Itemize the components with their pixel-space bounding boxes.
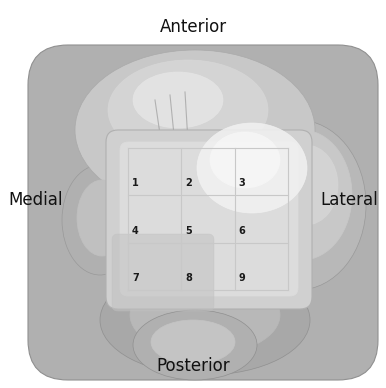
Ellipse shape [62,165,138,275]
Text: 9: 9 [239,273,245,283]
Ellipse shape [75,50,315,210]
FancyBboxPatch shape [106,130,312,309]
Ellipse shape [230,120,366,290]
Text: Lateral: Lateral [320,191,378,209]
Ellipse shape [86,104,130,136]
Text: 8: 8 [185,273,192,283]
Ellipse shape [197,123,307,213]
Text: 4: 4 [132,226,139,236]
Ellipse shape [94,315,130,341]
Ellipse shape [133,310,257,380]
Text: 5: 5 [185,226,192,236]
Ellipse shape [81,191,119,219]
Text: 6: 6 [239,226,245,236]
Ellipse shape [274,145,338,225]
Text: 7: 7 [132,273,139,283]
Ellipse shape [60,72,356,368]
Ellipse shape [133,72,223,128]
Ellipse shape [77,180,127,256]
Ellipse shape [81,269,133,307]
Ellipse shape [83,232,122,262]
Ellipse shape [130,275,280,355]
FancyBboxPatch shape [28,45,378,380]
Text: 3: 3 [239,178,245,189]
FancyBboxPatch shape [120,47,191,218]
Ellipse shape [210,132,280,188]
Ellipse shape [100,265,310,375]
Text: Posterior: Posterior [156,357,230,375]
Ellipse shape [108,60,268,160]
FancyBboxPatch shape [120,142,298,296]
Ellipse shape [83,147,123,179]
Text: Medial: Medial [8,191,63,209]
Text: 1: 1 [132,178,139,189]
Ellipse shape [151,320,235,364]
Ellipse shape [252,130,352,260]
Text: Anterior: Anterior [159,18,227,36]
Ellipse shape [88,274,126,302]
Text: 2: 2 [185,178,192,189]
Ellipse shape [76,227,130,267]
FancyBboxPatch shape [130,55,180,205]
Ellipse shape [75,141,131,185]
Ellipse shape [87,310,137,346]
Ellipse shape [78,98,138,142]
Ellipse shape [73,185,127,225]
FancyBboxPatch shape [112,234,214,311]
